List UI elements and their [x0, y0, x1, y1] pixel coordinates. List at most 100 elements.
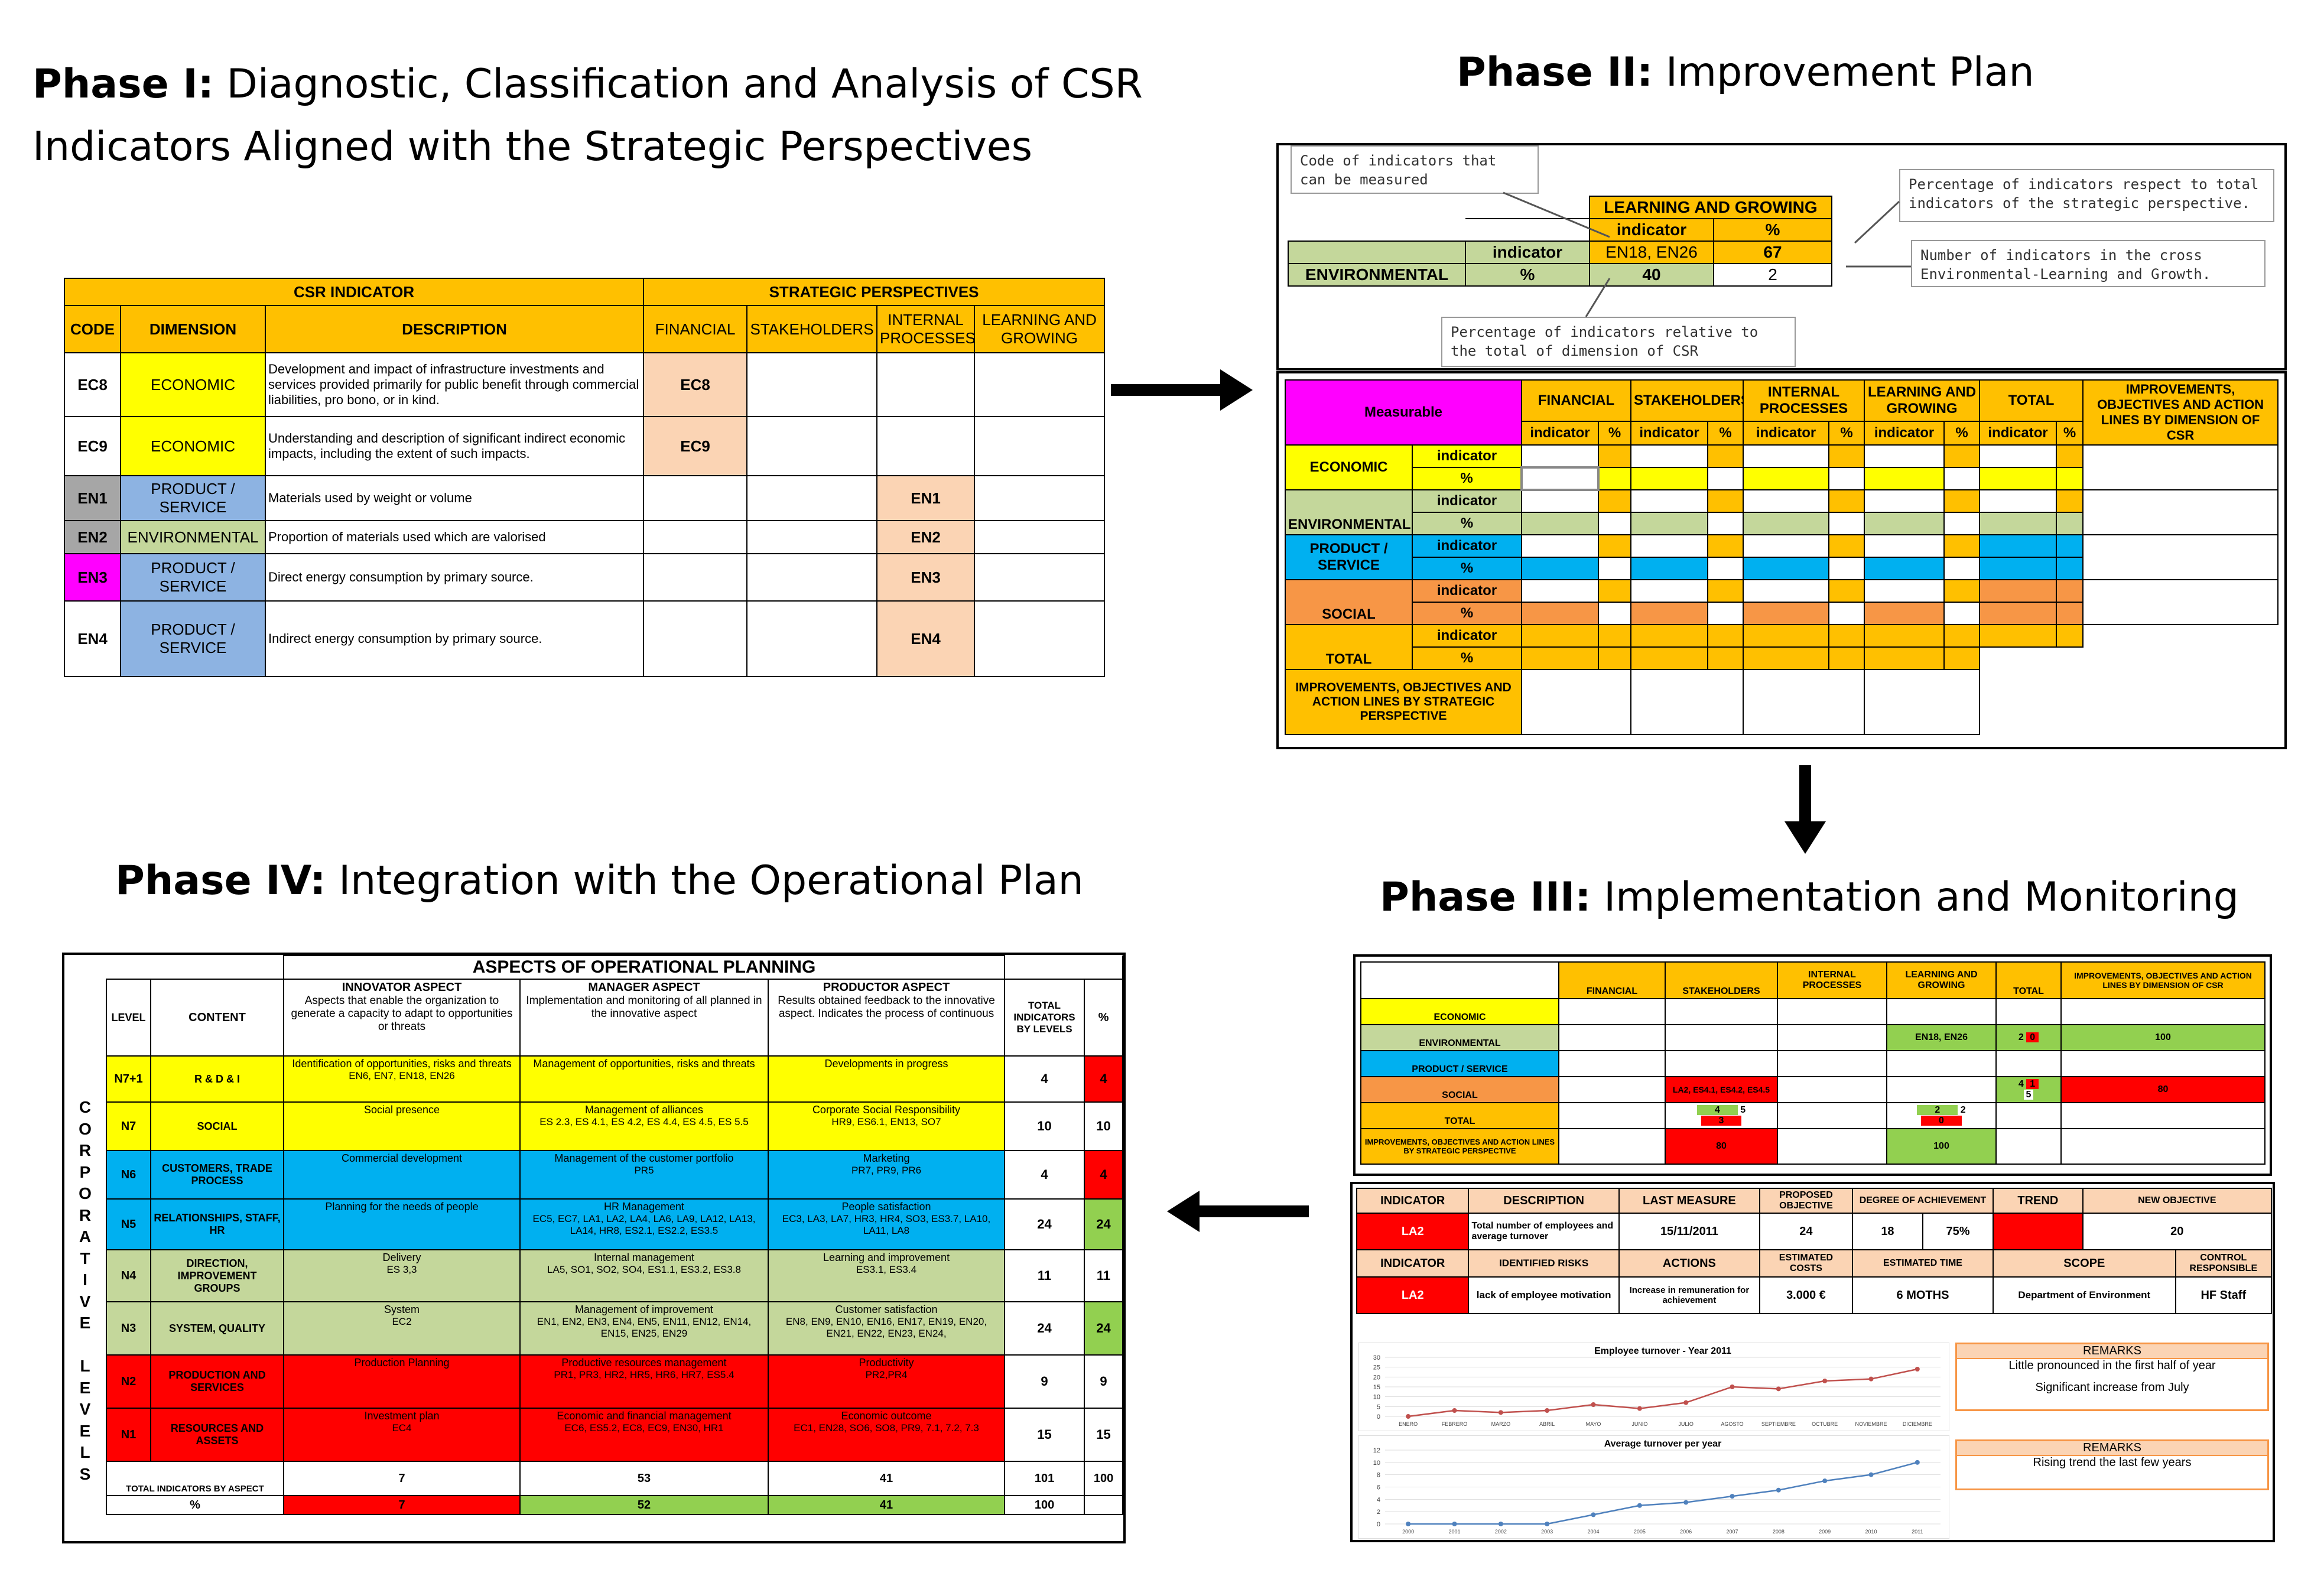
y-tick-label: 30	[1373, 1354, 1380, 1361]
op-level-pct: 9	[1084, 1354, 1124, 1409]
phase-4-title: Phase IV: Integration with the Operation…	[115, 851, 1084, 911]
op-cell-codes: EC4	[392, 1422, 412, 1434]
op-cell-title: Management of opportunities, risks and t…	[533, 1058, 755, 1070]
op-productor-cell: Economic outcome EC1, EN28, SO6, SO8, PR9…	[767, 1408, 1006, 1462]
op-innovator-cell: Planning for the needs of people	[283, 1198, 521, 1250]
data-point	[1637, 1406, 1642, 1411]
data-point	[1822, 1379, 1828, 1383]
op-level-pct: 11	[1084, 1249, 1124, 1302]
p3-env-count: 2	[2018, 1032, 2024, 1042]
x-tick-label: 2008	[1773, 1529, 1785, 1535]
y-tick-label: 25	[1373, 1364, 1380, 1372]
row-stakeholders	[746, 475, 878, 521]
operational-planning-table: ASPECTS OF OPERATIONAL PLANNING LEVEL CO…	[106, 955, 1124, 1515]
grid-head-improvements: IMPROVEMENTS, OBJECTIVES AND ACTION LINE…	[2082, 379, 2279, 446]
op-cell-codes: LA5, SO1, SO2, SO4, ES1.1, ES3.2, ES3.8	[547, 1264, 741, 1275]
op-innovator-cell: Delivery ES 3,3	[283, 1249, 521, 1302]
risk-head-risks: IDENTIFIED RISKS	[1468, 1249, 1620, 1278]
grid-input-cell-selected[interactable]	[1520, 466, 1600, 491]
op-level-code: N6	[106, 1150, 151, 1200]
op-level-code: N3	[106, 1301, 151, 1356]
data-point	[1637, 1503, 1642, 1508]
op-level-content: R & D & I	[150, 1055, 284, 1103]
p3-row-total: TOTAL	[1360, 1102, 1559, 1129]
op-level-content: PRODUCTION AND SERVICES	[150, 1354, 284, 1409]
row-internal-processes: EN3	[876, 553, 976, 602]
grid-improve-cell[interactable]	[2082, 444, 2279, 490]
p3-row-improvements: IMPROVEMENTS, OBJECTIVES AND ACTION LINE…	[1360, 1128, 1559, 1165]
risk-head-costs: ESTIMATED COSTS	[1759, 1249, 1853, 1278]
x-tick-label: ENERO	[1399, 1421, 1418, 1427]
table-row: EN4 PRODUCT / SERVICE Indirect energy co…	[64, 600, 1106, 677]
mon-trend-indicator	[1993, 1213, 2084, 1250]
row-dimension: PRODUCT / SERVICE	[120, 553, 266, 602]
op-innovator-cell: Production Planning	[283, 1354, 521, 1409]
row-dimension: ECONOMIC	[120, 352, 266, 417]
arrow-right-icon	[1111, 369, 1253, 411]
op-cell-title: Internal management	[593, 1252, 695, 1263]
p3-improve-80: 80	[1665, 1128, 1778, 1165]
op-total-sum: 101	[1004, 1461, 1085, 1496]
grid-head-financial: FINANCIAL	[1520, 379, 1632, 422]
sub-indicator: indicator	[1743, 420, 1830, 446]
x-tick-label: 2003	[1541, 1529, 1553, 1535]
x-tick-label: JUNIO	[1631, 1421, 1647, 1427]
productor-label: PRODUCTOR ASPECT	[823, 981, 950, 994]
remarks-header: REMARKS	[1957, 1441, 2267, 1456]
mon-head-last-measure: LAST MEASURE	[1618, 1188, 1760, 1214]
p3-row-environmental: ENVIRONMENTAL	[1360, 1024, 1559, 1051]
data-point	[1545, 1522, 1550, 1526]
op-level-code: N7	[106, 1101, 151, 1151]
mon-head-proposed: PROPOSED OBJECTIVE	[1759, 1188, 1853, 1214]
risk-cost: 3.000 €	[1759, 1276, 1853, 1314]
improvement-plan-grid: Measurable FINANCIAL STAKEHOLDERS INTERN…	[1285, 379, 2279, 735]
p3-head-learning: LEARNING AND GROWING	[1886, 961, 1997, 999]
row-indicator-label: indicator	[1412, 624, 1522, 648]
phase-4-label: Phase IV:	[115, 857, 326, 904]
operational-planning-panel: ASPECTS OF OPERATIONAL PLANNING LEVEL CO…	[62, 953, 1126, 1543]
grid-head-stakeholders: STAKEHOLDERS	[1630, 379, 1744, 422]
row-indicator-label: indicator	[1412, 489, 1522, 513]
p3-total-4: 4	[1696, 1105, 1738, 1115]
op-level-total: 4	[1004, 1150, 1085, 1200]
row-indicator-label: indicator	[1412, 534, 1522, 558]
op-level-row: N3 SYSTEM, QUALITY System EC2 Management of …	[106, 1301, 1124, 1356]
op-cell-codes: EN1, EN2, EN3, EN4, EN5, EN11, EN12, EN1…	[537, 1316, 752, 1339]
grid-row-social: SOCIAL	[1285, 579, 1413, 625]
op-cell-codes: HR9, ES6.1, EN13, SO7	[831, 1116, 941, 1127]
y-tick-label: 6	[1377, 1484, 1380, 1491]
p3-total-2: 2	[1917, 1105, 1958, 1115]
op-cell-title: Identification of opportunities, risks a…	[292, 1058, 512, 1070]
row-code: EN3	[64, 553, 121, 602]
op-head-pct: %	[1084, 979, 1124, 1057]
grid-head-total: TOTAL	[1979, 379, 2084, 422]
op-manager-cell: Management of the customer portfolio PR5	[519, 1150, 769, 1200]
grid-input-cell[interactable]	[1521, 444, 1599, 468]
row-financial	[643, 553, 748, 602]
grid-row-environmental: ENVIRONMENTAL	[1285, 489, 1413, 535]
op-level-pct: 24	[1084, 1301, 1124, 1356]
row-stakeholders	[746, 416, 878, 476]
op-level-content: SOCIAL	[150, 1101, 284, 1151]
p3-head-internal: INTERNAL PROCESSES	[1777, 961, 1887, 999]
row-financial	[643, 475, 748, 521]
x-tick-label: MAYO	[1586, 1421, 1601, 1427]
data-point	[1730, 1494, 1735, 1499]
op-level-total: 11	[1004, 1249, 1085, 1302]
grid-improve-cell[interactable]	[1520, 669, 1632, 735]
row-indicator-label: indicator	[1412, 444, 1522, 468]
x-tick-label: 2010	[1865, 1529, 1877, 1535]
grid-row-total: TOTAL	[1285, 624, 1413, 670]
op-manager-cell: Productive resources management PR1, PR3,…	[519, 1354, 769, 1409]
grid-improve-row-label: IMPROVEMENTS, OBJECTIVES AND ACTION LINE…	[1285, 669, 1522, 735]
x-tick-label: OCTUBRE	[1812, 1421, 1838, 1427]
op-innovator-cell: System EC2	[283, 1301, 521, 1356]
x-tick-label: 2001	[1448, 1529, 1460, 1535]
col-financial: FINANCIAL	[643, 305, 748, 353]
op-level-pct: 10	[1084, 1101, 1124, 1151]
op-level-row: N7+1 R & D & I Identification of opportuni…	[106, 1055, 1124, 1103]
op-head-manager: MANAGER ASPECT Implementation and monitor…	[519, 979, 769, 1057]
p3-row-social: SOCIAL	[1360, 1076, 1559, 1103]
table-row: EN1 PRODUCT / SERVICE Materials used by …	[64, 475, 1106, 521]
op-cell-codes: EC6, ES5.2, EC8, EC9, EN30, HR1	[564, 1422, 724, 1434]
